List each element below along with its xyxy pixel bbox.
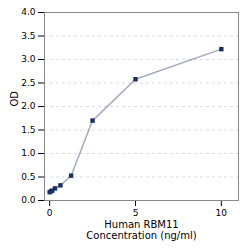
svg-text:5: 5 <box>133 208 139 218</box>
svg-text:2.0: 2.0 <box>21 101 36 111</box>
svg-text:0.0: 0.0 <box>21 195 36 205</box>
svg-text:1.0: 1.0 <box>21 148 36 158</box>
svg-text:0.5: 0.5 <box>21 172 35 182</box>
svg-text:2.5: 2.5 <box>21 78 35 88</box>
svg-text:10: 10 <box>216 208 228 218</box>
svg-text:4.0: 4.0 <box>21 7 36 17</box>
svg-text:0: 0 <box>47 208 53 218</box>
svg-text:1.5: 1.5 <box>21 125 35 135</box>
svg-text:3.0: 3.0 <box>21 54 36 64</box>
svg-text:OD: OD <box>9 91 20 107</box>
svg-text:Human RBM11Concentration (ng/m: Human RBM11Concentration (ng/ml) <box>86 219 196 241</box>
svg-text:3.5: 3.5 <box>21 31 35 41</box>
